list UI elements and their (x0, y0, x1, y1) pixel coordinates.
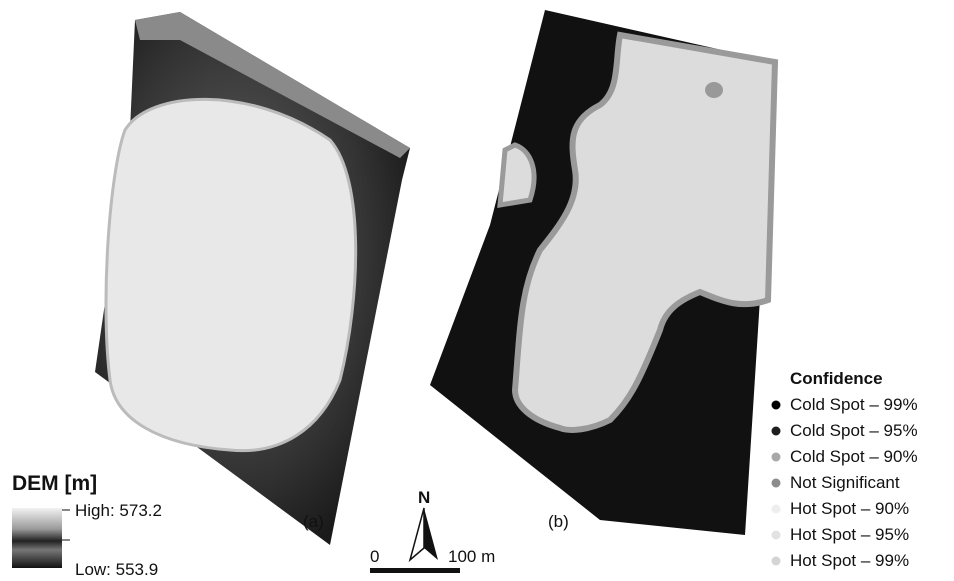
panel-label: (b) (548, 512, 569, 531)
figure: DEM [m] High: 573.2 Low: 553.9 (a) (b) N… (0, 0, 954, 581)
dem-legend-ramp (12, 508, 62, 568)
legend-item: Cold Spot – 95% (790, 421, 918, 440)
hotspot-spot (705, 82, 723, 98)
panel-label: (a) (303, 512, 324, 531)
dem-legend-low: Low: 553.9 (75, 560, 158, 579)
legend-swatch (772, 479, 781, 488)
scale-bar (370, 568, 460, 573)
legend-swatch (772, 505, 781, 514)
north-arrow (410, 508, 424, 560)
confidence-legend: Cold Spot – 99% Cold Spot – 95% Cold Spot … (772, 395, 918, 570)
legend-swatch (772, 531, 781, 540)
north-label: N (418, 488, 430, 507)
legend-swatch (772, 557, 781, 566)
scale-start: 0 (370, 547, 379, 566)
legend-swatch (772, 401, 781, 410)
legend-item: Cold Spot – 90% (790, 447, 918, 466)
scale-end: 100 m (448, 547, 495, 566)
legend-item: Hot Spot – 99% (790, 551, 909, 570)
legend-item: Hot Spot – 95% (790, 525, 909, 544)
legend-item: Cold Spot – 99% (790, 395, 918, 414)
legend-item: Not Significant (790, 473, 900, 492)
confidence-legend-title: Confidence (790, 369, 883, 388)
legend-swatch (772, 453, 781, 462)
north-arrow (424, 508, 438, 560)
legend-item: Hot Spot – 90% (790, 499, 909, 518)
dem-legend-high: High: 573.2 (75, 501, 162, 520)
dem-high-area (106, 99, 356, 450)
dem-legend-title: DEM [m] (12, 472, 97, 495)
hotspot-left-area (500, 145, 534, 205)
legend-swatch (772, 427, 781, 436)
